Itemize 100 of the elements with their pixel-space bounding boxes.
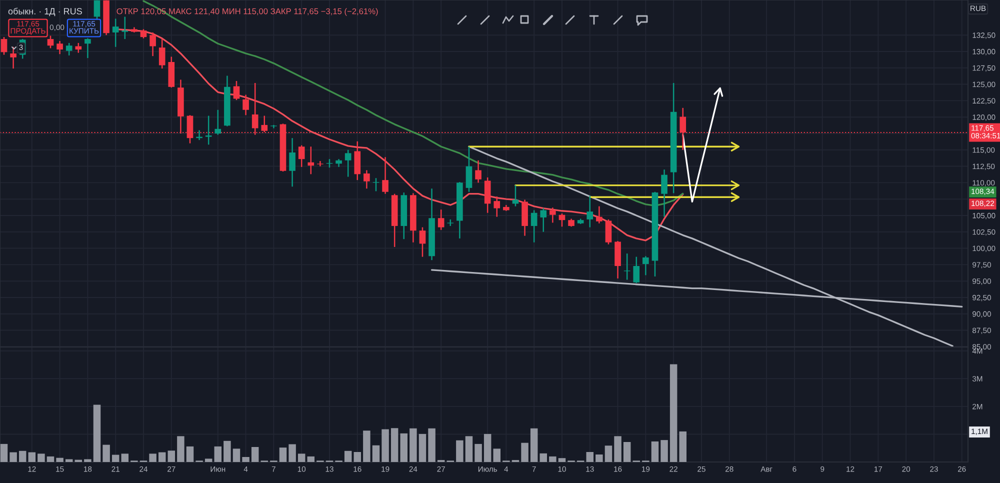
candlestick bbox=[382, 156, 388, 194]
bar bbox=[18, 450, 26, 462]
candlestick bbox=[205, 115, 212, 146]
bar bbox=[56, 458, 64, 462]
candlestick bbox=[484, 176, 491, 214]
candlestick bbox=[84, 38, 91, 59]
bar bbox=[177, 436, 184, 462]
candlestick bbox=[47, 35, 54, 49]
bar bbox=[484, 434, 492, 462]
bar bbox=[214, 446, 222, 462]
bar bbox=[614, 436, 622, 462]
bar bbox=[530, 428, 538, 462]
bar bbox=[363, 430, 370, 462]
bar bbox=[586, 452, 594, 462]
bar bbox=[121, 454, 129, 462]
bar bbox=[410, 428, 417, 462]
candlestick bbox=[66, 42, 72, 56]
bar bbox=[93, 404, 101, 462]
bar bbox=[390, 428, 398, 462]
candlestick bbox=[140, 28, 147, 39]
bar bbox=[549, 456, 556, 462]
bar bbox=[232, 448, 240, 462]
candlestick bbox=[158, 38, 166, 70]
candlestick bbox=[122, 16, 128, 40]
candlestick bbox=[540, 208, 547, 233]
candlestick bbox=[112, 18, 119, 48]
candlestick bbox=[550, 206, 556, 224]
candlestick bbox=[642, 256, 649, 276]
candlestick bbox=[596, 206, 602, 224]
bar bbox=[112, 454, 120, 462]
bar bbox=[558, 458, 566, 462]
bar bbox=[224, 440, 231, 462]
bar bbox=[288, 444, 296, 462]
bar bbox=[400, 433, 408, 462]
bar bbox=[465, 436, 473, 462]
bar bbox=[354, 452, 362, 462]
candlestick bbox=[494, 196, 500, 218]
bar bbox=[660, 440, 668, 462]
candlestick bbox=[214, 109, 222, 136]
candlestick bbox=[530, 210, 538, 243]
bar bbox=[679, 431, 686, 462]
candlestick bbox=[586, 195, 594, 228]
candlestick bbox=[354, 140, 361, 181]
candlestick bbox=[661, 168, 668, 218]
candlestick bbox=[289, 137, 296, 188]
bar bbox=[382, 429, 389, 462]
bar bbox=[204, 458, 212, 462]
bar bbox=[540, 453, 548, 462]
bar bbox=[84, 459, 92, 462]
bar bbox=[651, 441, 659, 462]
candlestick bbox=[512, 184, 519, 207]
candlestick bbox=[438, 208, 444, 231]
candlestick bbox=[475, 160, 482, 184]
bar bbox=[38, 454, 45, 462]
bar bbox=[158, 452, 166, 462]
candlestick bbox=[419, 226, 426, 258]
bar bbox=[298, 454, 306, 462]
candlestick bbox=[298, 144, 305, 168]
bar bbox=[279, 448, 287, 462]
bar bbox=[670, 364, 678, 462]
line-series bbox=[142, 0, 684, 206]
bar bbox=[456, 440, 464, 462]
bar bbox=[0, 444, 8, 462]
bar bbox=[307, 456, 315, 462]
candlestick bbox=[633, 256, 640, 284]
bar bbox=[168, 450, 176, 462]
candlestick bbox=[0, 36, 8, 56]
bar bbox=[418, 434, 426, 462]
candlestick bbox=[344, 149, 352, 178]
text: обыкн. · 1Д · RUS bbox=[8, 8, 82, 16]
bar bbox=[372, 445, 380, 462]
bar bbox=[186, 446, 194, 462]
candlestick bbox=[605, 218, 612, 245]
candlestick bbox=[94, 0, 100, 21]
bar bbox=[65, 459, 73, 462]
bar bbox=[604, 446, 612, 462]
candlestick bbox=[150, 32, 156, 57]
candlestick bbox=[364, 170, 370, 190]
bar bbox=[149, 454, 156, 462]
candlestick bbox=[317, 160, 324, 167]
candlestick bbox=[56, 40, 63, 55]
bar bbox=[596, 454, 603, 462]
bar bbox=[251, 447, 259, 462]
bar bbox=[493, 448, 501, 462]
bar bbox=[242, 457, 250, 462]
candlestick bbox=[466, 146, 472, 192]
candlestick bbox=[242, 94, 249, 116]
candlestick bbox=[308, 146, 314, 175]
bar bbox=[46, 456, 54, 462]
bar bbox=[623, 442, 631, 462]
candlestick bbox=[10, 46, 16, 70]
bar bbox=[521, 442, 528, 462]
bar bbox=[102, 444, 110, 462]
bar bbox=[428, 428, 436, 462]
bar bbox=[344, 450, 352, 462]
text: ОТКР 120,05 МАКС 121,40 МИН 115,00 ЗАКР 117,65 −3,15 (−2,61%) bbox=[116, 8, 378, 16]
bar bbox=[10, 452, 17, 462]
bar bbox=[474, 444, 482, 462]
candlestick bbox=[233, 80, 240, 101]
bar bbox=[28, 452, 36, 462]
